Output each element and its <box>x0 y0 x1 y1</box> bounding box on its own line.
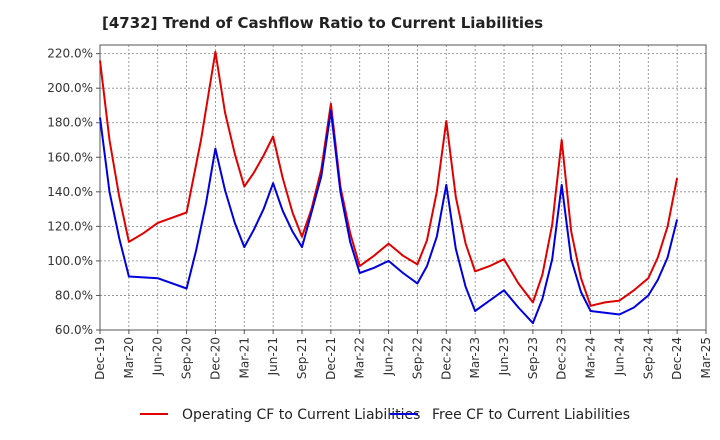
y-tick-label: 80.0% <box>55 288 93 302</box>
x-tick-label: Mar-21 <box>237 337 251 378</box>
x-tick-label: Mar-25 <box>699 337 713 378</box>
x-tick-label: Mar-23 <box>468 337 482 378</box>
series-line-1 <box>99 50 679 307</box>
x-tick-label: Dec-19 <box>93 337 107 380</box>
x-tick-label: Mar-24 <box>584 337 598 378</box>
series-line-2 <box>99 109 679 325</box>
x-tick-label: Mar-22 <box>353 337 367 378</box>
x-tick-label: Sep-23 <box>526 337 540 379</box>
y-tick-label: 100.0% <box>47 254 93 268</box>
legend-label-1: Operating CF to Current Liabilities <box>182 407 420 423</box>
x-tick-label: Dec-20 <box>208 337 222 380</box>
y-tick-label: 160.0% <box>47 150 93 164</box>
chart-title: [4732] Trend of Cashflow Ratio to Curren… <box>102 14 544 32</box>
y-tick-label: 200.0% <box>47 81 93 95</box>
x-tick-label: Jun-22 <box>382 337 396 376</box>
y-tick-label: 220.0% <box>47 47 93 61</box>
x-tick-label: Sep-20 <box>180 337 194 379</box>
y-axis-ticks: 60.0% 80.0% 100.0% 120.0% 140.0% 160.0% 180.0%… <box>47 47 100 337</box>
plot-frame <box>99 44 707 331</box>
x-tick-label: Mar-20 <box>122 337 136 378</box>
y-tick-label: 120.0% <box>47 219 93 233</box>
x-tick-label: Dec-24 <box>670 337 684 380</box>
x-tick-label: Jun-21 <box>266 337 280 376</box>
x-tick-label: Jun-20 <box>151 337 165 376</box>
x-tick-label: Dec-22 <box>439 337 453 380</box>
x-tick-label: Sep-21 <box>295 337 309 379</box>
x-tick-label: Sep-24 <box>641 337 655 379</box>
y-tick-label: 180.0% <box>47 116 93 130</box>
x-tick-label: Dec-21 <box>324 337 338 380</box>
series-layer <box>99 50 679 325</box>
legend: Operating CF to Current Liabilities Free … <box>140 407 630 423</box>
x-tick-label: Dec-23 <box>555 337 569 380</box>
y-tick-label: 140.0% <box>47 185 93 199</box>
y-tick-label: 60.0% <box>55 323 93 337</box>
x-tick-label: Jun-23 <box>497 337 511 376</box>
x-tick-label: Jun-24 <box>612 337 626 376</box>
legend-label-2: Free CF to Current Liabilities <box>432 407 630 423</box>
x-tick-label: Sep-22 <box>410 337 424 379</box>
x-axis-ticks: Dec-19 Mar-20 Jun-20 Sep-20 Dec-20 Mar-21 Jun-… <box>93 330 713 380</box>
